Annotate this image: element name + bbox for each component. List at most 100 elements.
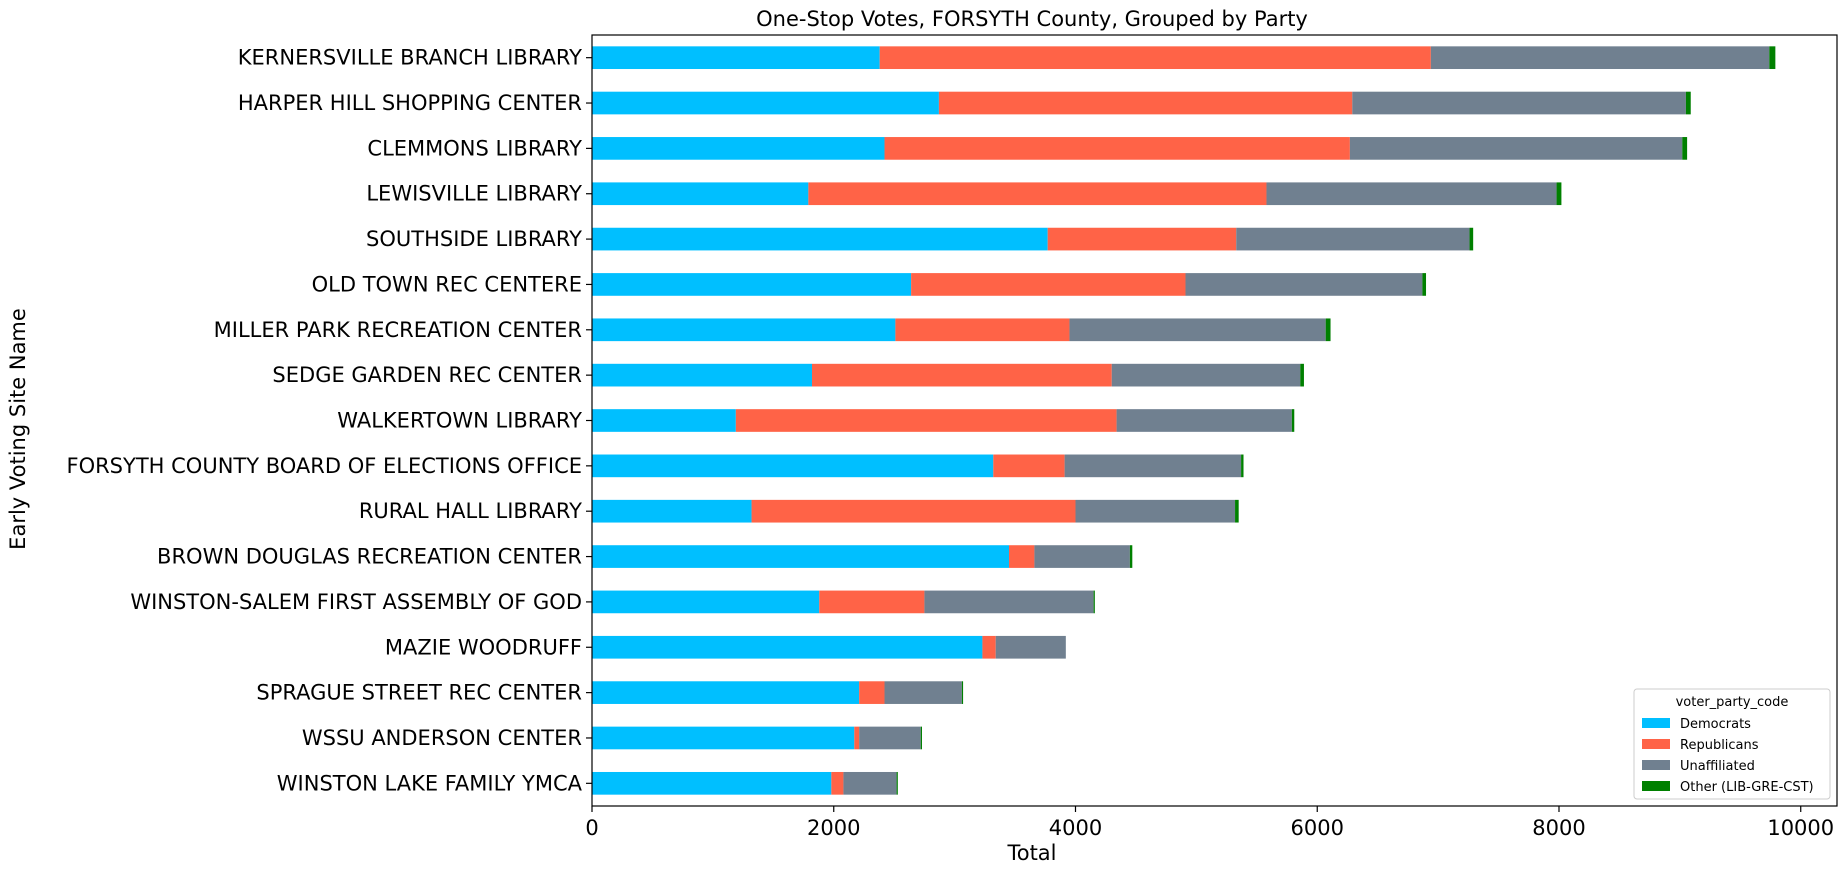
bar-segment-republicans-11 — [1009, 545, 1035, 568]
bar-segment-other-lib-gre-cst-14 — [961, 681, 964, 704]
y-tick-label: MILLER PARK RECREATION CENTER — [214, 318, 582, 342]
y-tick-label: SOUTHSIDE LIBRARY — [366, 227, 582, 251]
legend: voter_party_code Democrats Republicans Unaf… — [1633, 688, 1831, 800]
bar-segment-other-lib-gre-cst-0 — [1769, 46, 1776, 70]
legend-label: Unaffiliated — [1680, 759, 1755, 774]
bar-segment-republicans-16 — [831, 771, 844, 795]
bar-segment-democrats-4 — [592, 227, 1048, 251]
bar-segment-democrats-3 — [592, 182, 809, 206]
legend-swatch — [1642, 718, 1670, 728]
bar-segment-other-lib-gre-cst-5 — [1422, 273, 1427, 296]
bar-segment-other-lib-gre-cst-15 — [920, 726, 922, 750]
bar-segment-unaffiliated-5 — [1185, 273, 1423, 296]
bar-segment-republicans-6 — [895, 318, 1070, 342]
bar-segment-republicans-12 — [819, 590, 925, 614]
bar-segment-unaffiliated-15 — [859, 726, 921, 750]
y-tick-label: SPRAGUE STREET REC CENTER — [256, 681, 582, 705]
y-tick-label: KERNERSVILLE BRANCH LIBRARY — [238, 46, 582, 70]
bar-segment-unaffiliated-13 — [995, 635, 1066, 659]
bar-segment-unaffiliated-12 — [924, 590, 1094, 614]
bar-segment-other-lib-gre-cst-12 — [1093, 590, 1095, 614]
bar-segment-republicans-4 — [1047, 227, 1237, 251]
x-tick-label: 4000 — [1049, 816, 1102, 840]
y-tick-label: HARPER HILL SHOPPING CENTER — [238, 91, 582, 115]
legend-label: Republicans — [1680, 738, 1759, 753]
bar-segment-republicans-7 — [811, 363, 1112, 387]
bar-segment-unaffiliated-16 — [843, 771, 897, 795]
bar-segment-democrats-11 — [592, 545, 1010, 568]
x-tick-label: 10000 — [1767, 816, 1834, 840]
bar-segment-other-lib-gre-cst-4 — [1469, 227, 1474, 251]
bar-segment-unaffiliated-1 — [1352, 91, 1686, 115]
bar-segment-republicans-13 — [982, 635, 996, 659]
bar-segment-unaffiliated-10 — [1075, 499, 1236, 523]
legend-swatch — [1642, 739, 1670, 749]
bar-segment-other-lib-gre-cst-10 — [1235, 499, 1239, 523]
bar-segment-democrats-7 — [592, 363, 812, 387]
bar-segment-unaffiliated-14 — [884, 681, 962, 704]
chart-title: One-Stop Votes, FORSYTH County, Grouped … — [756, 7, 1308, 31]
y-tick-label: LEWISVILLE LIBRARY — [366, 182, 582, 206]
x-ticks: 0 2000 4000 6000 8000 10000 — [585, 806, 1834, 840]
x-tick-label: 2000 — [807, 816, 860, 840]
bar-segment-democrats-6 — [592, 318, 896, 342]
x-tick-label: 8000 — [1532, 816, 1585, 840]
bar-segment-democrats-14 — [592, 681, 860, 704]
bar-segment-other-lib-gre-cst-7 — [1300, 363, 1304, 387]
bar-segment-unaffiliated-4 — [1236, 227, 1470, 251]
bar-segment-democrats-8 — [592, 409, 736, 432]
y-tick-label: BROWN DOUGLAS RECREATION CENTER — [157, 545, 582, 569]
bar-segment-republicans-14 — [859, 681, 885, 704]
bar-segment-republicans-10 — [751, 499, 1076, 523]
legend-box — [1633, 688, 1831, 800]
bar-segment-other-lib-gre-cst-2 — [1682, 137, 1688, 160]
bar-segment-republicans-0 — [879, 46, 1431, 70]
bar-segment-republicans-9 — [993, 454, 1065, 478]
bar-segment-other-lib-gre-cst-8 — [1291, 409, 1295, 432]
bar-segment-democrats-1 — [592, 91, 939, 115]
bar-segment-unaffiliated-7 — [1111, 363, 1301, 387]
bar-segment-unaffiliated-11 — [1034, 545, 1130, 568]
y-tick-label: MAZIE WOODRUFF — [385, 635, 582, 659]
bar-segment-other-lib-gre-cst-11 — [1129, 545, 1133, 568]
bar-segment-democrats-0 — [592, 46, 880, 70]
bar-segment-democrats-16 — [592, 771, 832, 795]
y-tick-label: WINSTON-SALEM FIRST ASSEMBLY OF GOD — [130, 590, 582, 614]
legend-label: Other (LIB-GRE-CST) — [1680, 780, 1814, 795]
legend-swatch — [1642, 781, 1670, 791]
bar-segment-democrats-5 — [592, 273, 912, 296]
legend-title: voter_party_code — [1676, 695, 1789, 710]
x-tick-label: 6000 — [1291, 816, 1344, 840]
bar-segment-republicans-5 — [911, 273, 1186, 296]
legend-swatch — [1642, 760, 1670, 770]
bar-segment-other-lib-gre-cst-16 — [896, 771, 898, 795]
bar-segment-democrats-13 — [592, 635, 983, 659]
legend-label: Democrats — [1680, 717, 1751, 732]
bar-segment-republicans-15 — [854, 726, 860, 750]
bar-segment-unaffiliated-0 — [1430, 46, 1770, 70]
bar-segment-democrats-12 — [592, 590, 820, 614]
y-tick-label: FORSYTH COUNTY BOARD OF ELECTIONS OFFICE — [66, 454, 582, 478]
bar-segment-republicans-1 — [938, 91, 1353, 115]
y-tick-label: OLD TOWN REC CENTERE — [312, 272, 582, 296]
y-tick-label: SEDGE GARDEN REC CENTER — [272, 363, 582, 387]
bar-segment-unaffiliated-8 — [1116, 409, 1292, 432]
bar-segment-other-lib-gre-cst-6 — [1325, 318, 1331, 342]
y-axis-label: Early Voting Site Name — [6, 308, 30, 550]
x-axis-label: Total — [1006, 841, 1056, 865]
bar-segment-other-lib-gre-cst-3 — [1556, 182, 1562, 206]
y-tick-label: WINSTON LAKE FAMILY YMCA — [277, 771, 583, 795]
bars-group — [592, 46, 1776, 795]
y-tick-label: WALKERTOWN LIBRARY — [337, 409, 582, 433]
y-tick-labels: KERNERSVILLE BRANCH LIBRARY HARPER HILL S… — [66, 46, 592, 795]
bar-segment-democrats-15 — [592, 726, 855, 750]
bar-segment-other-lib-gre-cst-1 — [1685, 91, 1691, 115]
bar-segment-democrats-10 — [592, 499, 752, 523]
bar-segment-republicans-8 — [735, 409, 1117, 432]
bar-segment-democrats-2 — [592, 137, 885, 160]
bar-segment-unaffiliated-3 — [1266, 182, 1557, 206]
bar-segment-republicans-2 — [884, 137, 1350, 160]
y-tick-label: RURAL HALL LIBRARY — [359, 499, 582, 523]
bar-segment-republicans-3 — [808, 182, 1267, 206]
x-tick-label: 0 — [585, 816, 598, 840]
